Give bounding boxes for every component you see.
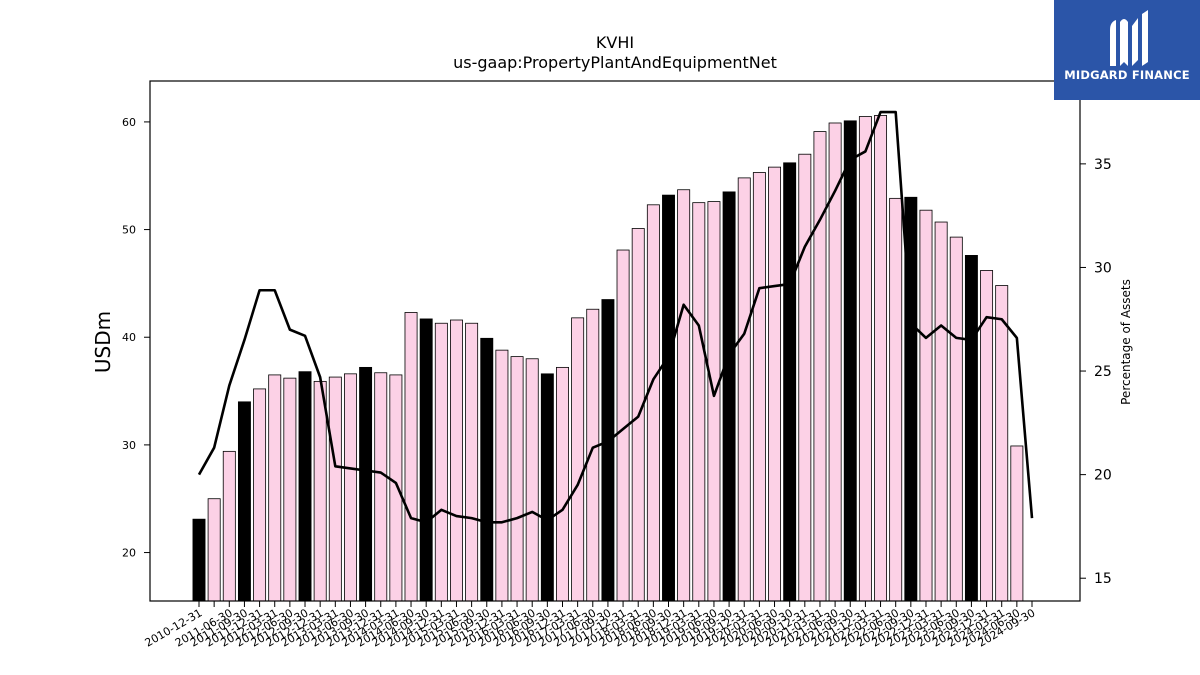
bar-year-end [601,299,615,602]
y-axis-left: 20 30 40 50 60 [122,116,150,560]
bar [707,201,721,602]
chart-title: KVHI [596,33,634,52]
y2-axis-label: Percentage of Assets [1119,279,1133,405]
bar [646,204,660,602]
y-tick-label: 30 [122,439,136,452]
bar [874,115,888,602]
bar-year-end [964,255,978,602]
bar [434,322,448,602]
bar [813,131,827,602]
bar [934,221,948,602]
bar-year-end [237,401,251,602]
midgard-logo-icon [1110,10,1148,66]
bar-year-end [298,371,312,602]
bar-series [192,115,1024,602]
bar-year-end [540,373,554,602]
bar [253,388,267,602]
bar-year-end [722,191,736,602]
bar [677,189,691,602]
brand-logo: MIDGARD FINANCE [1054,0,1200,100]
y-tick-label: 40 [122,331,136,344]
y-axis-right: 15 20 25 30 35 [1080,157,1112,587]
bar [737,177,751,602]
brand-name: MIDGARD FINANCE [1064,68,1190,82]
y2-tick-label: 25 [1094,364,1112,380]
bar [374,372,388,602]
y-tick-label: 50 [122,224,136,237]
bar-year-end [480,337,494,602]
bar-year-end [419,318,433,602]
y2-tick-label: 15 [1094,571,1112,587]
bar [450,319,463,602]
bar [995,285,1009,602]
bar [949,236,963,602]
bar [889,197,903,602]
bar [268,374,282,602]
bar [768,166,781,602]
bar [404,312,418,602]
bar [525,358,539,602]
bar [828,122,842,602]
bar [328,376,342,602]
bar [283,377,297,602]
y2-tick-label: 30 [1094,260,1112,276]
bar [389,374,403,602]
percentage-line [197,110,1034,524]
y-tick-label: 60 [122,116,136,129]
x-axis: 2010-12-312011-06-302011-09-302011-12-31… [143,601,1038,650]
bar-year-end [662,194,675,602]
plot-frame [149,80,1081,602]
bar-year-end [192,518,206,602]
y-tick-label: 20 [122,547,136,560]
line-series [197,110,1034,524]
y-axis-label: USDm [91,311,115,373]
bar-year-end [359,366,373,602]
bar [556,366,569,602]
bar [207,498,221,602]
bar [495,349,509,602]
bar-year-end [843,120,857,602]
chart-subtitle: us-gaap:PropertyPlantAndEquipmentNet [453,53,777,72]
bar [752,172,766,602]
bar [798,153,812,602]
bar [1010,445,1024,602]
y2-tick-label: 20 [1094,468,1112,484]
bar [571,317,585,602]
bar [465,322,479,602]
bar [919,209,933,602]
bar [692,202,706,602]
bar [980,270,994,602]
bar-year-end [783,162,797,602]
bar [858,116,872,602]
bar [222,450,236,602]
bar [313,380,327,602]
bar [510,356,524,602]
y2-tick-label: 35 [1094,157,1112,173]
bar [343,373,357,602]
